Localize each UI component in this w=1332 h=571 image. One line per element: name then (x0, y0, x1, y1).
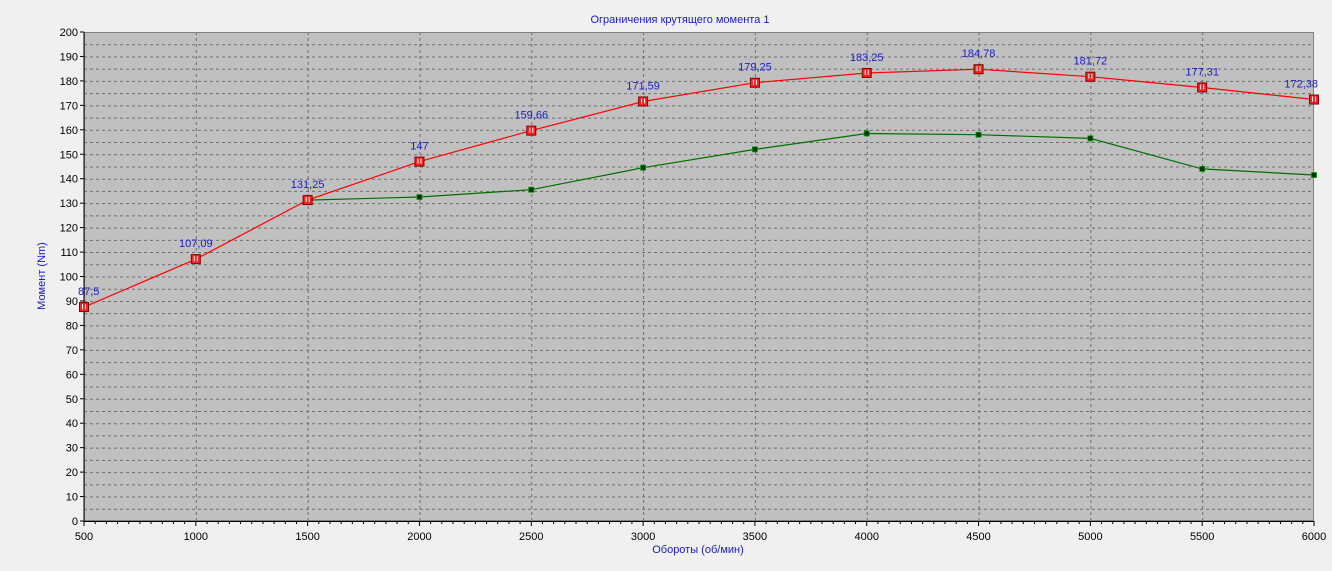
series-1-data-label: 147 (410, 141, 428, 153)
series-1-data-label: 172,38 (1284, 79, 1318, 91)
series-2-point (1087, 135, 1094, 142)
y-tick-label: 160 (60, 125, 78, 137)
y-tick-label: 200 (60, 27, 78, 39)
series-line-2 (307, 132, 1315, 201)
x-tick-label: 5500 (1190, 531, 1214, 543)
series-1-data-label: 184,78 (962, 48, 996, 60)
y-tick-label: 90 (66, 296, 78, 308)
series-2-point (1199, 166, 1206, 172)
series-1-data-label: 183,25 (850, 52, 884, 64)
series-1-point (638, 96, 649, 107)
series-1-data-label: 131,25 (291, 179, 325, 191)
x-tick-label: 1500 (295, 531, 319, 543)
series-1-point (526, 125, 537, 136)
series-1-point (190, 254, 201, 265)
series-1-data-label: 107,09 (179, 238, 213, 250)
y-tick-label: 120 (60, 223, 78, 235)
y-tick-label: 10 (66, 492, 78, 504)
chart-title: Ограничения крутящего момента 1 (590, 14, 769, 26)
y-tick-label: 60 (66, 369, 78, 381)
x-tick-label: 1000 (184, 531, 208, 543)
y-tick-label: 190 (60, 51, 78, 63)
y-tick-label: 80 (66, 320, 78, 332)
series-2-point (752, 146, 758, 153)
y-tick-label: 30 (66, 443, 78, 455)
series-2-point (416, 194, 423, 200)
series-2-point (528, 186, 535, 193)
y-tick-label: 40 (66, 418, 78, 430)
x-tick-label: 2500 (519, 531, 543, 543)
y-tick-label: 20 (66, 467, 78, 479)
x-tick-label: 5000 (1078, 531, 1102, 543)
x-tick-label: 500 (75, 531, 93, 543)
series-1-data-label: 159,66 (514, 110, 548, 122)
series-1-point (749, 77, 760, 88)
y-tick-label: 150 (60, 149, 78, 161)
series-1-point (79, 302, 89, 313)
y-tick-label: 100 (60, 272, 78, 284)
series-1-data-label: 171,59 (626, 80, 660, 92)
x-tick-label: 3500 (743, 531, 767, 543)
y-tick-label: 0 (72, 516, 78, 528)
series-1-data-label: 87,5 (78, 286, 99, 298)
y-tick-label: 140 (60, 174, 78, 186)
x-tick-label: 6000 (1302, 531, 1326, 543)
x-tick-label: 3000 (631, 531, 655, 543)
series-1-point (1309, 94, 1319, 105)
series-1-point (973, 64, 984, 75)
plot-area: 0 10 20 30 40 50 60 70 80 90 100 110 120 130 140 150 160… (60, 27, 1327, 543)
y-tick-label: 110 (60, 247, 78, 259)
series-line-1 (83, 68, 1315, 308)
series-1-point (1197, 82, 1208, 93)
y-tick-label: 180 (60, 76, 78, 88)
series-2-point (863, 130, 870, 137)
series-2-point (1311, 172, 1317, 178)
series-1-point (414, 156, 425, 167)
y-axis-title: Момент (Nm) (36, 242, 48, 310)
y-tick-label: 170 (60, 100, 78, 112)
series-1-data-label: 179,25 (738, 62, 772, 74)
y-tick-label: 70 (66, 345, 78, 357)
x-tick-label: 2000 (407, 531, 431, 543)
x-tick-label: 4500 (966, 531, 990, 543)
series-1-point (1085, 71, 1096, 82)
series-1-data-label: 181,72 (1074, 56, 1108, 68)
series-1-data-label: 177,31 (1185, 66, 1219, 78)
series-2-point (975, 131, 982, 138)
x-tick-label: 4000 (854, 531, 878, 543)
y-tick-label: 50 (66, 394, 78, 406)
series-1-point (302, 195, 313, 206)
series-2-point (640, 164, 646, 171)
series-1-point (861, 67, 872, 78)
x-axis-title: Обороты (об/мин) (652, 544, 744, 556)
y-tick-label: 130 (60, 198, 78, 210)
